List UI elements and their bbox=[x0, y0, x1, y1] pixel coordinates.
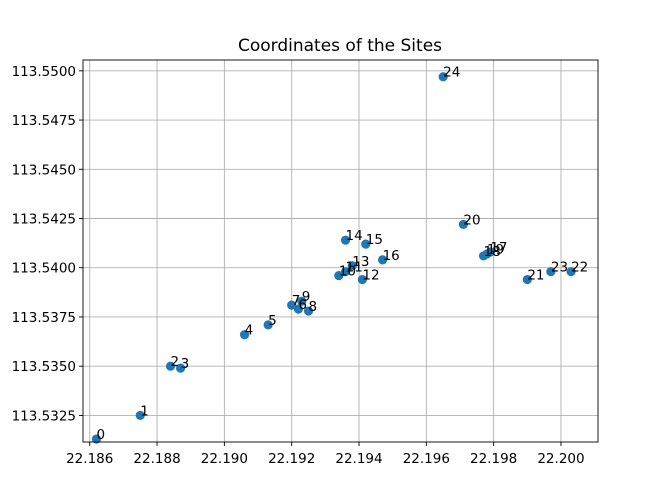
x-tick-label: 22.186 bbox=[66, 451, 113, 467]
point-label: 6 bbox=[298, 297, 307, 313]
data-point bbox=[458, 219, 468, 230]
y-tick-label: 113.5500 bbox=[12, 64, 76, 80]
point-label: 3 bbox=[181, 356, 190, 372]
data-point bbox=[377, 255, 388, 265]
data-point bbox=[438, 72, 448, 82]
data-point bbox=[263, 320, 273, 330]
point-label: 18 bbox=[484, 244, 501, 260]
data-point bbox=[176, 363, 186, 373]
data-point bbox=[357, 274, 367, 285]
x-tick-label: 22.190 bbox=[201, 451, 248, 467]
point-label: 24 bbox=[443, 65, 460, 81]
point-label: 15 bbox=[366, 232, 383, 248]
point-label: 0 bbox=[96, 427, 105, 443]
data-points bbox=[91, 72, 576, 444]
point-label: 8 bbox=[309, 299, 318, 315]
data-point bbox=[566, 267, 576, 277]
point-label: 4 bbox=[245, 323, 254, 339]
point-label: 21 bbox=[527, 268, 544, 284]
data-point bbox=[297, 296, 307, 306]
data-point bbox=[340, 267, 351, 277]
data-point bbox=[239, 330, 250, 340]
y-tick-label: 113.5350 bbox=[12, 359, 76, 375]
point-label: 12 bbox=[362, 268, 379, 284]
y-tick-label: 113.5375 bbox=[12, 310, 76, 326]
point-label: 16 bbox=[383, 248, 400, 264]
data-point bbox=[482, 249, 492, 259]
point-label: 17 bbox=[490, 240, 507, 256]
data-point bbox=[347, 261, 357, 271]
point-label: 20 bbox=[463, 212, 480, 228]
point-label: 13 bbox=[352, 254, 369, 270]
x-tick-label: 22.200 bbox=[537, 451, 584, 467]
point-label: 5 bbox=[268, 313, 277, 329]
x-tick-label: 22.188 bbox=[133, 451, 180, 467]
y-tick-label: 113.5450 bbox=[12, 162, 76, 178]
data-point bbox=[361, 239, 371, 249]
point-label: 23 bbox=[551, 260, 568, 276]
data-point bbox=[135, 410, 145, 421]
x-tick-label: 22.194 bbox=[335, 451, 382, 467]
grid-lines bbox=[83, 60, 598, 442]
point-label: 11 bbox=[346, 260, 363, 276]
y-tick-label: 113.5425 bbox=[12, 212, 76, 228]
point-label: 7 bbox=[292, 293, 301, 309]
point-label: 14 bbox=[346, 228, 363, 244]
data-point bbox=[546, 267, 556, 277]
axis-ticks: 22.186 22.188 22.190 22.192 22.194 22.196 22.1… bbox=[12, 64, 585, 467]
x-tick-label: 22.196 bbox=[403, 451, 450, 467]
data-point bbox=[340, 235, 351, 245]
data-point bbox=[287, 300, 297, 310]
data-point bbox=[334, 271, 344, 281]
y-tick-label: 113.5400 bbox=[12, 261, 76, 277]
point-label: 2 bbox=[171, 354, 180, 370]
y-tick-label: 113.5475 bbox=[12, 113, 76, 129]
point-label: 9 bbox=[302, 289, 311, 305]
data-point bbox=[91, 434, 102, 444]
data-point bbox=[165, 361, 176, 371]
point-label: 1 bbox=[140, 403, 149, 419]
x-tick-label: 22.198 bbox=[470, 451, 517, 467]
data-point bbox=[293, 304, 304, 314]
point-label: 19 bbox=[487, 242, 504, 258]
plot-frame bbox=[82, 59, 599, 443]
point-label: 22 bbox=[571, 260, 588, 276]
y-tick-label: 113.5325 bbox=[12, 408, 76, 424]
data-point bbox=[303, 306, 314, 316]
chart-title: Coordinates of the Sites bbox=[238, 36, 442, 56]
data-point bbox=[522, 274, 532, 285]
x-tick-label: 22.192 bbox=[268, 451, 315, 467]
point-label: 10 bbox=[339, 264, 356, 280]
